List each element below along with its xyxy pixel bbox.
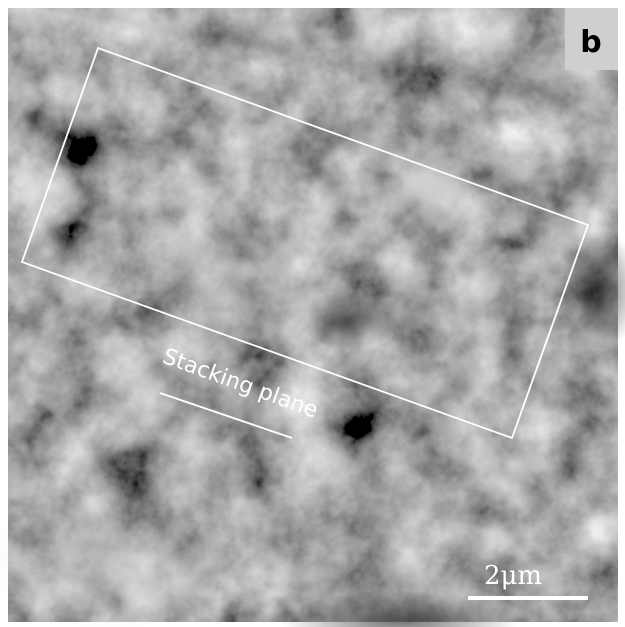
- scale-bar-label: 2μm: [484, 561, 542, 591]
- panel-label: b: [580, 25, 601, 60]
- micrograph-panel: b Stacking plane 2μm: [0, 0, 625, 627]
- sem-image: [0, 8, 625, 627]
